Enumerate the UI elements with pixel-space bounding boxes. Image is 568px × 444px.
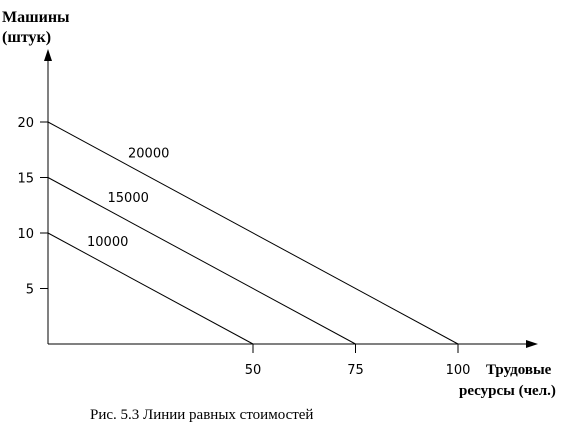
y-tick-label: 15 [17,172,34,187]
y-tick-label: 5 [26,283,34,298]
x-tick-label: 75 [347,363,364,378]
y-axis-label-line1: Машины [2,9,70,26]
x-axis-arrow-icon [526,340,538,348]
x-axis-label-line1: Трудовые [486,362,552,378]
y-axis-label-line2: (штук) [2,29,51,46]
x-axis-label-line2: ресурсы (чел.) [459,383,556,399]
isocost-label-20000: 20000 [128,146,169,161]
x-tick-label: 50 [245,363,262,378]
isocost-line-10000 [47,232,254,345]
figure-caption: Рис. 5.3 Линии равных стоимостей [90,407,313,423]
y-axis-arrow-icon [44,49,52,61]
isocost-line-15000 [47,177,356,345]
isocost-label-15000: 15000 [108,191,149,206]
x-tick-label: 100 [446,363,471,378]
isocost-line-20000 [47,121,459,345]
y-tick-label: 10 [17,227,34,242]
y-tick-label: 20 [17,116,34,131]
isocost-label-10000: 10000 [87,235,128,250]
